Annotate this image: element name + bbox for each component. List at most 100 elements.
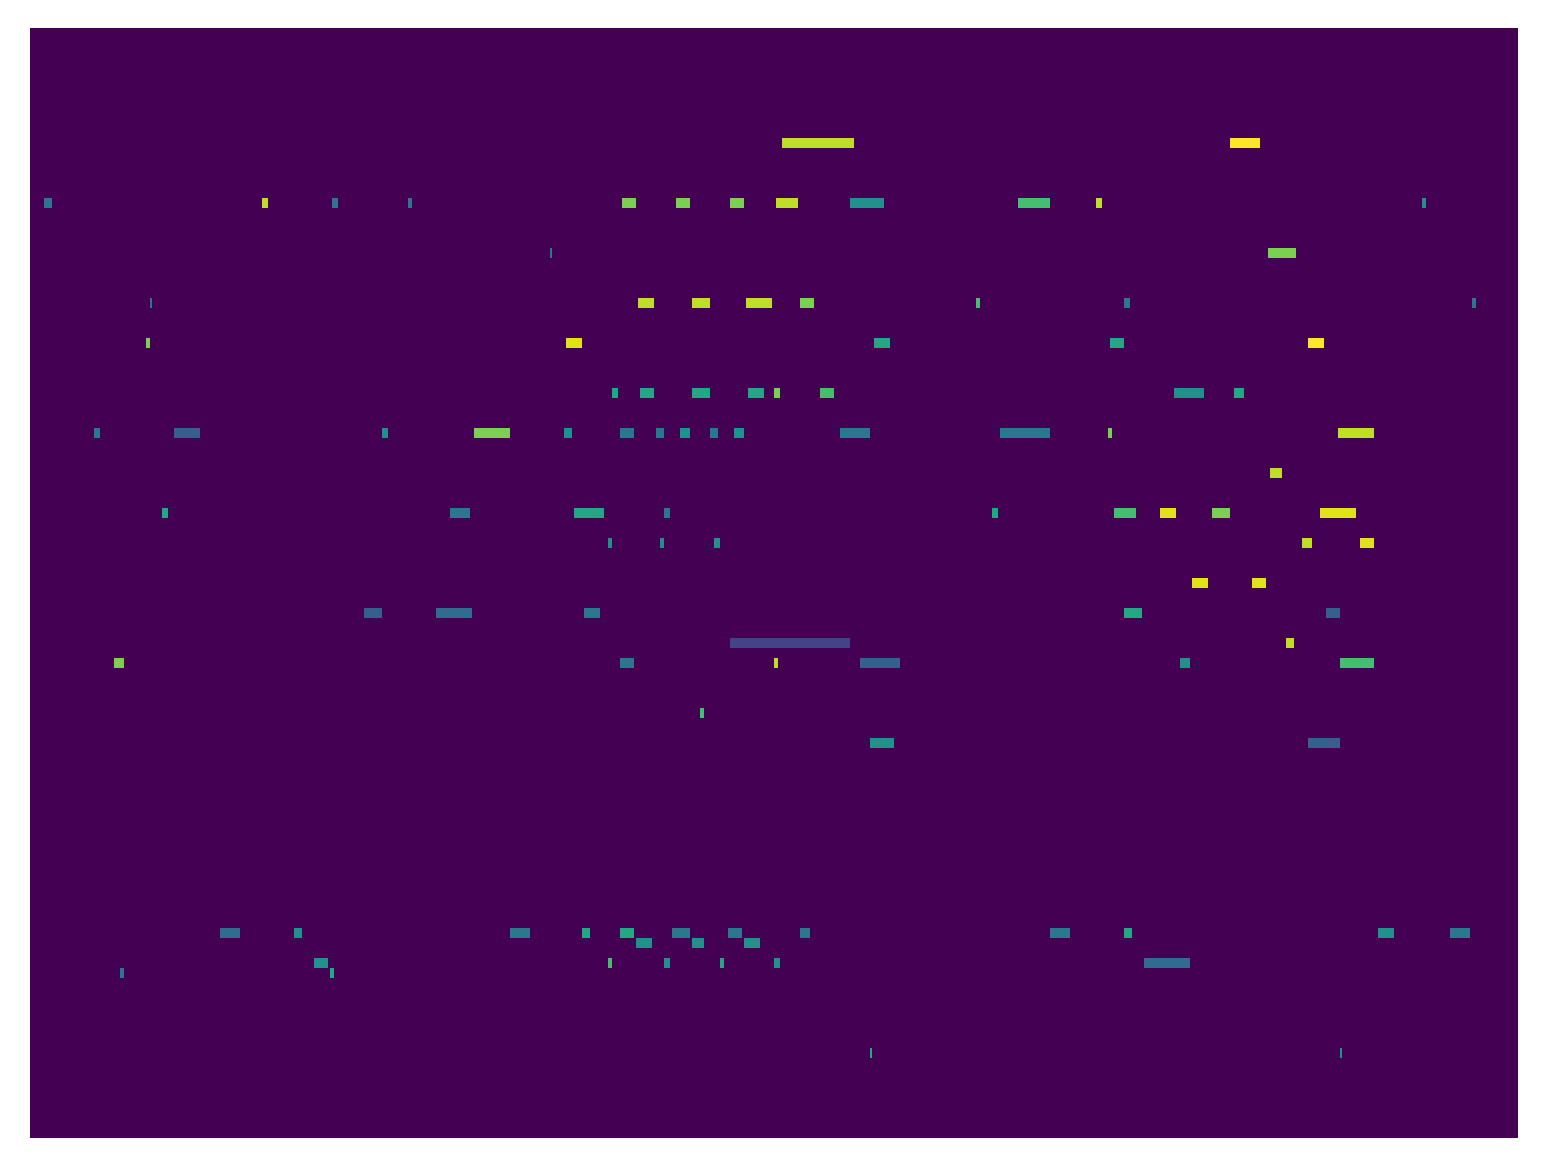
cells bbox=[44, 138, 1476, 1058]
heatmap-cell bbox=[510, 928, 530, 938]
heatmap-cell bbox=[1302, 538, 1312, 548]
heatmap-cell bbox=[992, 508, 998, 518]
heatmap-cell bbox=[114, 658, 124, 668]
heatmap-cell bbox=[1212, 508, 1230, 518]
heatmap-cell bbox=[382, 428, 388, 438]
heatmap-cell bbox=[1338, 428, 1374, 438]
heatmap-cell bbox=[1252, 578, 1266, 588]
heatmap-cell bbox=[450, 508, 470, 518]
heatmap-cell bbox=[1160, 508, 1176, 518]
heatmap-cell bbox=[582, 928, 590, 938]
heatmap-cell bbox=[1308, 338, 1324, 348]
heatmap-cell bbox=[714, 538, 720, 548]
heatmap-cell bbox=[870, 1048, 872, 1058]
heatmap-cell bbox=[408, 198, 412, 208]
heatmap-cell bbox=[800, 928, 810, 938]
heatmap-cell bbox=[638, 298, 654, 308]
heatmap-cell bbox=[664, 508, 670, 518]
heatmap-cell bbox=[680, 428, 690, 438]
heatmap-cell bbox=[564, 428, 572, 438]
heatmap-cell bbox=[584, 608, 600, 618]
heatmap-cell bbox=[776, 198, 798, 208]
heatmap-cell bbox=[692, 388, 710, 398]
heatmap-cell bbox=[1422, 198, 1426, 208]
heatmap-cell bbox=[748, 388, 764, 398]
heatmap-cell bbox=[1050, 928, 1070, 938]
heatmap-cell bbox=[1230, 138, 1260, 148]
plot bbox=[30, 28, 1518, 1138]
heatmap-cell bbox=[660, 538, 664, 548]
heatmap-cell bbox=[1340, 658, 1374, 668]
heatmap-cell bbox=[1308, 738, 1340, 748]
heatmap-cell bbox=[1360, 538, 1374, 548]
heatmap-cell bbox=[692, 938, 704, 948]
heatmap-cell bbox=[620, 928, 634, 938]
heatmap-cell bbox=[730, 198, 744, 208]
heatmap-cell bbox=[1124, 298, 1130, 308]
heatmap-cell bbox=[220, 928, 240, 938]
heatmap-cell bbox=[1286, 638, 1294, 648]
heatmap-cell bbox=[1108, 428, 1112, 438]
heatmap-cell bbox=[1096, 198, 1102, 208]
heatmap-cell bbox=[774, 958, 780, 968]
heatmap-cell bbox=[94, 428, 100, 438]
heatmap-cell bbox=[860, 658, 900, 668]
heatmap-cell bbox=[744, 938, 760, 948]
heatmap-cell bbox=[620, 428, 634, 438]
heatmap-cell bbox=[608, 538, 612, 548]
heatmap-cell bbox=[436, 608, 472, 618]
heatmap-cell bbox=[1174, 388, 1204, 398]
heatmap-cell bbox=[700, 708, 704, 718]
heatmap-cell bbox=[44, 198, 52, 208]
heatmap-cell bbox=[728, 928, 742, 938]
heatmap-cell bbox=[1124, 608, 1142, 618]
heatmap-cell bbox=[1472, 298, 1476, 308]
heatmap-cell bbox=[612, 388, 618, 398]
heatmap-cell bbox=[1268, 248, 1296, 258]
heatmap-cell bbox=[672, 928, 690, 938]
heatmap-cell bbox=[550, 248, 552, 258]
heatmap-cell bbox=[150, 298, 152, 308]
heatmap-cell bbox=[574, 508, 604, 518]
heatmap-cell bbox=[874, 338, 890, 348]
heatmap-cell bbox=[840, 428, 870, 438]
heatmap-cell bbox=[314, 958, 328, 968]
heatmap-cell bbox=[640, 388, 654, 398]
heatmap-cell bbox=[332, 198, 338, 208]
heatmap-cell bbox=[710, 428, 718, 438]
heatmap-cell bbox=[820, 388, 834, 398]
heatmap-cell bbox=[566, 338, 582, 348]
heatmap-cell bbox=[1144, 958, 1190, 968]
heatmap-cell bbox=[734, 428, 744, 438]
heatmap-cell bbox=[120, 968, 124, 978]
plot-background bbox=[30, 28, 1518, 1138]
heatmap-cell bbox=[774, 658, 778, 668]
heatmap-cell bbox=[146, 338, 150, 348]
heatmap-cell bbox=[636, 938, 652, 948]
heatmap-cell bbox=[1000, 428, 1050, 438]
heatmap-cell bbox=[1018, 198, 1050, 208]
heatmap-cell bbox=[1192, 578, 1208, 588]
heatmap-cell bbox=[976, 298, 980, 308]
heatmap-cell bbox=[1180, 658, 1190, 668]
heatmap-cell bbox=[620, 658, 634, 668]
heatmap-cell bbox=[656, 428, 664, 438]
heatmap-cell bbox=[622, 198, 636, 208]
chart bbox=[0, 0, 1548, 1168]
heatmap-cell bbox=[782, 138, 854, 148]
heatmap-cell bbox=[1124, 928, 1132, 938]
heatmap-cell bbox=[608, 958, 612, 968]
heatmap-cell bbox=[1450, 928, 1470, 938]
heatmap-cell bbox=[1378, 928, 1394, 938]
heatmap-cell bbox=[746, 298, 772, 308]
heatmap-cell bbox=[294, 928, 302, 938]
heatmap-cell bbox=[364, 608, 382, 618]
heatmap-cell bbox=[664, 958, 670, 968]
heatmap-cell bbox=[1110, 338, 1124, 348]
heatmap-cell bbox=[1270, 468, 1282, 478]
heatmap-cell bbox=[720, 958, 724, 968]
heatmap-cell bbox=[474, 428, 510, 438]
heatmap-cell bbox=[1234, 388, 1244, 398]
heatmap-cell bbox=[1114, 508, 1136, 518]
heatmap-cell bbox=[1326, 608, 1340, 618]
